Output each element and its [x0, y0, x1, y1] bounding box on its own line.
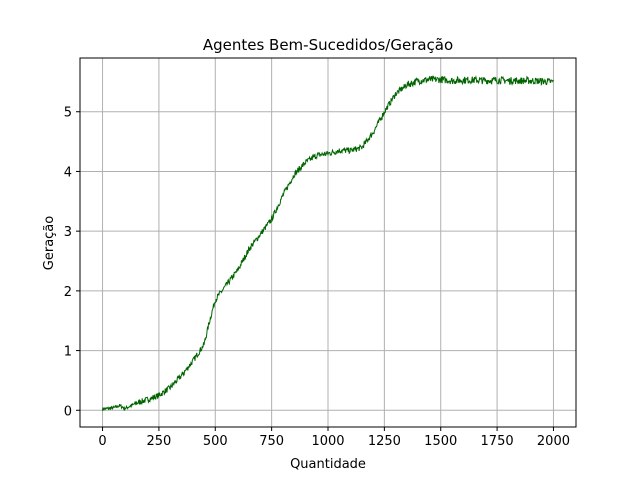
x-tick-label: 1750 [481, 434, 514, 449]
x-tick-label: 250 [146, 434, 171, 449]
y-tick-label: 5 [64, 106, 72, 121]
series-group [102, 75, 554, 412]
y-axis-label: Geração [42, 216, 57, 270]
series-line [102, 75, 554, 412]
x-axis-label: Quantidade [290, 457, 366, 472]
x-tick-label: 2000 [537, 434, 570, 449]
y-tick-label: 0 [64, 404, 72, 419]
axis-ticks: 0 250 500 750 1000 1250 1500 1750 2000 0 1 2 3 4 5 [64, 106, 570, 449]
y-tick-label: 1 [64, 345, 72, 360]
x-tick-label: 750 [259, 434, 284, 449]
x-tick-label: 1500 [424, 434, 457, 449]
x-tick-label: 500 [203, 434, 228, 449]
x-tick-label: 0 [98, 434, 106, 449]
x-tick-label: 1000 [311, 434, 344, 449]
y-tick-label: 2 [64, 285, 72, 300]
chart-title: Agentes Bem-Sucedidos/Geração [203, 36, 453, 54]
grid-lines [80, 58, 576, 427]
y-tick-label: 3 [64, 225, 72, 240]
y-tick-label: 4 [64, 165, 72, 180]
x-tick-label: 1250 [368, 434, 401, 449]
